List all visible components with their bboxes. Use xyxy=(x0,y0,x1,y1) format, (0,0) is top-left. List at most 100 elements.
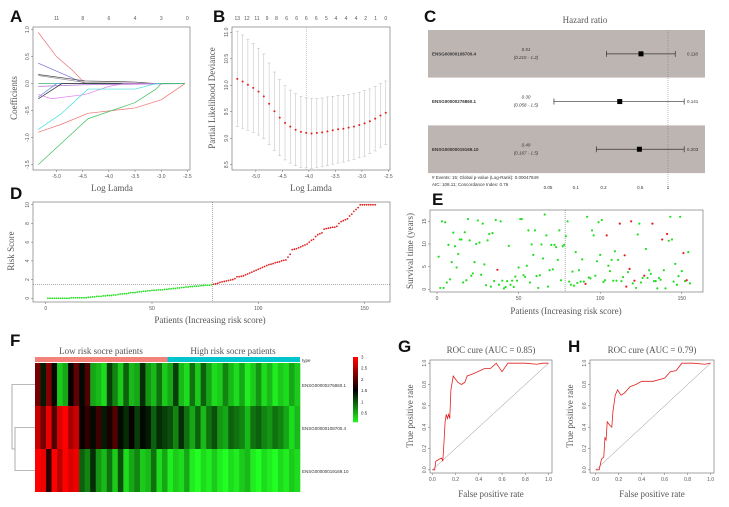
heatmap-cell xyxy=(283,449,290,492)
heatmap-cell xyxy=(106,449,113,492)
heatmap-cell xyxy=(222,449,229,492)
risk-score-point xyxy=(372,203,374,206)
heatmap-cell xyxy=(233,449,240,492)
risk-score-point xyxy=(331,226,334,229)
color-legend-segment xyxy=(353,393,358,397)
x-tick-label: -4.0 xyxy=(305,174,314,180)
color-legend-segment xyxy=(353,376,358,379)
heatmap-cell xyxy=(95,406,102,449)
x-tick-label: -5.0 xyxy=(52,174,61,180)
risk-score-point xyxy=(197,285,200,288)
heatmap-cell xyxy=(277,363,284,406)
heatmap-cell xyxy=(272,363,279,406)
y-tick-label: 0.6 xyxy=(422,402,428,409)
survival-point xyxy=(615,279,618,282)
heatmap-cell xyxy=(40,363,47,406)
dendrogram-branch xyxy=(11,384,35,450)
risk-score-point xyxy=(53,297,56,300)
survival-point xyxy=(667,239,670,242)
survival-point xyxy=(489,285,492,288)
heatmap-cell xyxy=(195,363,201,406)
risk-score-point xyxy=(367,203,370,206)
survival-point xyxy=(524,275,527,279)
heatmap-cell xyxy=(145,406,152,449)
x-tick-label: -3.5 xyxy=(131,174,140,180)
y-tick-label: 0.2 xyxy=(582,445,588,452)
survival-point xyxy=(455,266,458,269)
risk-score-point xyxy=(233,277,236,280)
heatmap-cell xyxy=(244,406,251,449)
heatmap-cell xyxy=(156,363,163,406)
heatmap-cell xyxy=(244,449,251,492)
risk-score-point xyxy=(221,281,224,283)
risk-score-point xyxy=(304,244,306,246)
risk-score-point xyxy=(327,227,330,230)
risk-score-point xyxy=(123,292,126,295)
survival-point xyxy=(466,217,470,221)
heatmap-cell xyxy=(145,363,152,406)
heatmap-cell xyxy=(277,406,284,449)
risk-score-point xyxy=(59,297,62,300)
x-tick-label: 0.8 xyxy=(522,477,529,483)
risk-score-point xyxy=(119,293,122,295)
survival-point xyxy=(589,277,592,280)
y-tick-label: 4 xyxy=(25,259,31,262)
survival-point xyxy=(463,231,466,234)
survival-point xyxy=(551,268,554,271)
top-axis-label: 4 xyxy=(345,16,348,22)
risk-score-point xyxy=(312,238,315,241)
hazard-ratio-value: 0.49 xyxy=(522,142,531,147)
risk-score-point xyxy=(180,286,183,289)
color-legend-segment xyxy=(353,396,358,399)
survival-point xyxy=(649,272,652,275)
y-tick-label: 0.6 xyxy=(582,402,588,409)
survival-point xyxy=(577,269,581,272)
heatmap-cell xyxy=(95,363,102,406)
risk-score-point xyxy=(261,266,264,269)
heatmap-cell xyxy=(261,406,268,449)
survival-point xyxy=(669,215,672,218)
risk-score-point xyxy=(89,296,92,299)
deviance-point xyxy=(352,125,355,128)
heatmap-cell xyxy=(68,449,74,492)
heatmap-cell xyxy=(167,363,174,406)
survival-point xyxy=(572,284,576,287)
survival-point xyxy=(603,279,607,282)
coefficient-path xyxy=(38,83,185,100)
heatmap-cell xyxy=(62,449,69,492)
x-tick-label: 0.6 xyxy=(661,477,668,483)
heatmap-cell xyxy=(134,406,141,449)
top-axis-label: 6 xyxy=(285,16,288,22)
risk-score-point xyxy=(280,259,283,262)
heatmap-cell xyxy=(95,449,102,492)
y-tick-label: 0.8 xyxy=(582,381,588,388)
survival-point xyxy=(475,242,478,246)
risk-score-point xyxy=(153,289,156,292)
deviance-point xyxy=(278,116,281,119)
risk-score-point xyxy=(352,210,355,213)
heatmap-cell xyxy=(150,406,157,449)
risk-score-point xyxy=(170,288,173,290)
heatmap-cell xyxy=(35,363,41,406)
color-legend-segment xyxy=(353,374,358,377)
heatmap-cell xyxy=(266,449,273,492)
survival-point xyxy=(543,213,546,216)
survival-point xyxy=(450,260,453,264)
heatmap-cell xyxy=(211,449,218,492)
survival-point xyxy=(574,251,577,254)
y-tick-label: 0.4 xyxy=(422,423,428,430)
risk-score-point xyxy=(161,288,164,291)
heatmap-cell xyxy=(211,363,218,406)
survival-point xyxy=(636,233,639,236)
heatmap-cell xyxy=(79,363,85,406)
panel-g-ylabel: True positive rate xyxy=(405,384,415,447)
color-legend-segment xyxy=(353,409,358,412)
survival-point xyxy=(630,220,633,223)
x-tick-label: 0.6 xyxy=(499,477,506,483)
coefficient-path xyxy=(37,83,185,165)
heatmap-cell xyxy=(79,449,85,492)
heatmap-cell xyxy=(178,406,185,449)
risk-score-point xyxy=(287,256,289,259)
x-tick-label: 0.0 xyxy=(429,477,436,483)
